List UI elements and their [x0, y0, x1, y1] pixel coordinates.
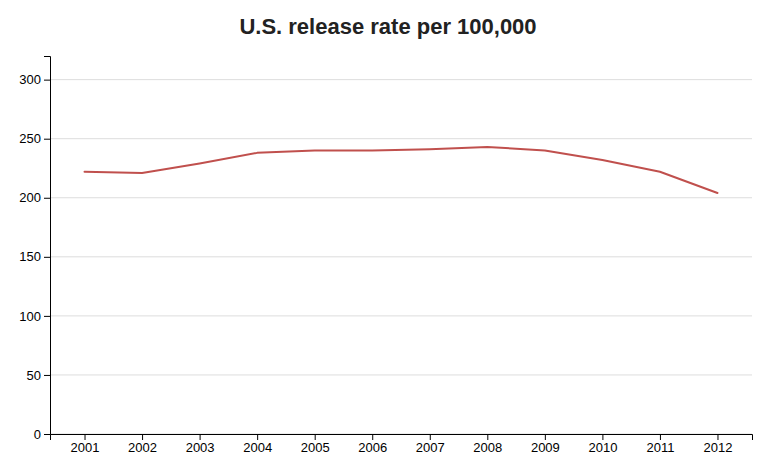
tick-label: 2003: [186, 440, 215, 455]
tick: 2002: [128, 434, 157, 455]
grid-line: [50, 315, 752, 316]
tick-label: 2008: [473, 440, 502, 455]
tick-label: 100: [19, 309, 41, 324]
tick-mark: [487, 434, 488, 440]
tick-mark: [85, 434, 86, 440]
tick-mark: [200, 434, 201, 440]
y-axis: 0 50 100 150 200 250 300: [19, 57, 50, 442]
tick: 150: [19, 249, 50, 264]
plot-area: [85, 147, 718, 193]
tick-label: 2004: [243, 440, 272, 455]
tick-label: 2012: [704, 440, 733, 455]
tick: 2009: [531, 434, 560, 455]
tick-label: 200: [19, 190, 41, 205]
tick: 200: [19, 190, 50, 205]
tick: 2012: [704, 434, 733, 455]
tick-mark: [257, 434, 258, 440]
tick-mark: [660, 434, 661, 440]
title: U.S. release rate per 100,000: [239, 14, 536, 39]
tick-label: 2006: [358, 440, 387, 455]
tick-mark: [44, 375, 50, 376]
tick-mark: [372, 434, 373, 440]
tick: 2004: [243, 434, 272, 455]
tick-label: 2011: [646, 440, 674, 455]
tick: 100: [19, 309, 50, 324]
tick: 50: [27, 368, 50, 383]
tick: 2003: [186, 434, 215, 455]
tick-label: 300: [19, 72, 41, 87]
grid-line: [50, 374, 752, 375]
tick: 2010: [588, 434, 617, 455]
tick-mark: [717, 434, 718, 440]
tick-label: 2010: [588, 440, 617, 455]
grid-line: [50, 79, 752, 80]
chart: 2001 2002 2003 2004 2005 2006 2007 2008 2009 2010…: [0, 0, 776, 468]
tick-label: 50: [27, 368, 41, 383]
tick-label: 2005: [301, 440, 330, 455]
axis-line: [51, 435, 753, 441]
grid-line: [50, 256, 752, 257]
tick-label: 2007: [416, 440, 445, 455]
x-axis: 2001 2002 2003 2004 2005 2006 2007 2008 2009 2010…: [51, 434, 753, 455]
tick: 2005: [301, 434, 330, 455]
tick-mark: [44, 434, 50, 435]
tick-mark: [44, 198, 50, 199]
axis-line: [44, 57, 51, 435]
tick: 0: [34, 427, 50, 442]
grid: [50, 80, 752, 434]
tick-mark: [44, 80, 50, 81]
tick-mark: [142, 434, 143, 440]
tick: 2001: [71, 434, 100, 455]
tick-label: 2009: [531, 440, 560, 455]
grid-line: [50, 138, 752, 139]
tick-label: 150: [19, 249, 41, 264]
line: [85, 147, 718, 193]
tick: 2008: [473, 434, 502, 455]
tick-mark: [545, 434, 546, 440]
tick-mark: [44, 257, 50, 258]
tick-label: 2001: [71, 440, 100, 455]
tick-label: 2002: [128, 440, 157, 455]
tick: 2007: [416, 434, 445, 455]
tick: 2006: [358, 434, 387, 455]
tick-mark: [602, 434, 603, 440]
tick: 2011: [646, 434, 674, 455]
tick-mark: [44, 139, 50, 140]
tick-label: 0: [34, 427, 41, 442]
tick-label: 250: [19, 131, 41, 146]
tick-mark: [44, 316, 50, 317]
grid-line: [50, 197, 752, 198]
tick: 300: [19, 72, 50, 87]
tick: 250: [19, 131, 50, 146]
tick-mark: [430, 434, 431, 440]
tick-mark: [315, 434, 316, 440]
